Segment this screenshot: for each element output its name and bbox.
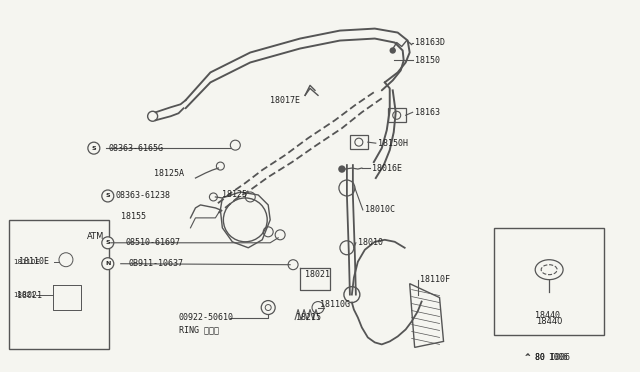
Text: S: S: [106, 193, 110, 199]
Text: 18010: 18010: [358, 238, 383, 247]
Text: 18017E: 18017E: [270, 96, 300, 105]
Text: S: S: [92, 146, 96, 151]
Text: 18163: 18163: [415, 108, 440, 117]
Circle shape: [390, 48, 396, 53]
Text: 18110E: 18110E: [19, 257, 49, 266]
Text: 18155: 18155: [121, 212, 146, 221]
Text: 08363-6165G: 08363-6165G: [109, 144, 164, 153]
Circle shape: [102, 258, 114, 270]
Circle shape: [102, 237, 114, 249]
Text: 08510-61697: 08510-61697: [125, 238, 180, 247]
Text: S: S: [106, 240, 110, 245]
Text: 0B911-10637: 0B911-10637: [129, 259, 184, 268]
Text: 18110E: 18110E: [13, 259, 40, 265]
Text: 18021: 18021: [305, 270, 330, 279]
Circle shape: [88, 142, 100, 154]
Text: 18125A: 18125A: [154, 169, 184, 177]
Text: 18125: 18125: [222, 190, 248, 199]
Circle shape: [102, 190, 114, 202]
Circle shape: [339, 166, 345, 172]
Text: 18440: 18440: [534, 311, 559, 320]
Text: 18110G: 18110G: [320, 300, 350, 309]
Text: 18021: 18021: [17, 291, 42, 300]
Text: ATM: ATM: [88, 232, 105, 241]
Text: 18021: 18021: [13, 292, 36, 298]
Bar: [9, 220, 109, 349]
Text: 18215: 18215: [296, 313, 321, 322]
Text: 18010C: 18010C: [365, 205, 395, 214]
Bar: [350, 135, 368, 149]
Text: 18016E: 18016E: [372, 164, 402, 173]
Text: ^ 80 I006: ^ 80 I006: [526, 353, 568, 362]
Text: 00922-50610: 00922-50610: [179, 313, 234, 322]
Bar: [494, 228, 604, 336]
Text: 08363-61238: 08363-61238: [116, 192, 171, 201]
Text: 18440: 18440: [536, 317, 563, 326]
Text: N: N: [105, 261, 111, 266]
Text: 18163D: 18163D: [415, 38, 445, 47]
Text: 18150: 18150: [415, 56, 440, 65]
Text: 18150H: 18150H: [378, 139, 408, 148]
Text: 18110F: 18110F: [420, 275, 450, 284]
Text: RING リング: RING リング: [179, 325, 218, 334]
Bar: [388, 108, 406, 122]
Text: ^ 80 I006: ^ 80 I006: [525, 353, 570, 362]
